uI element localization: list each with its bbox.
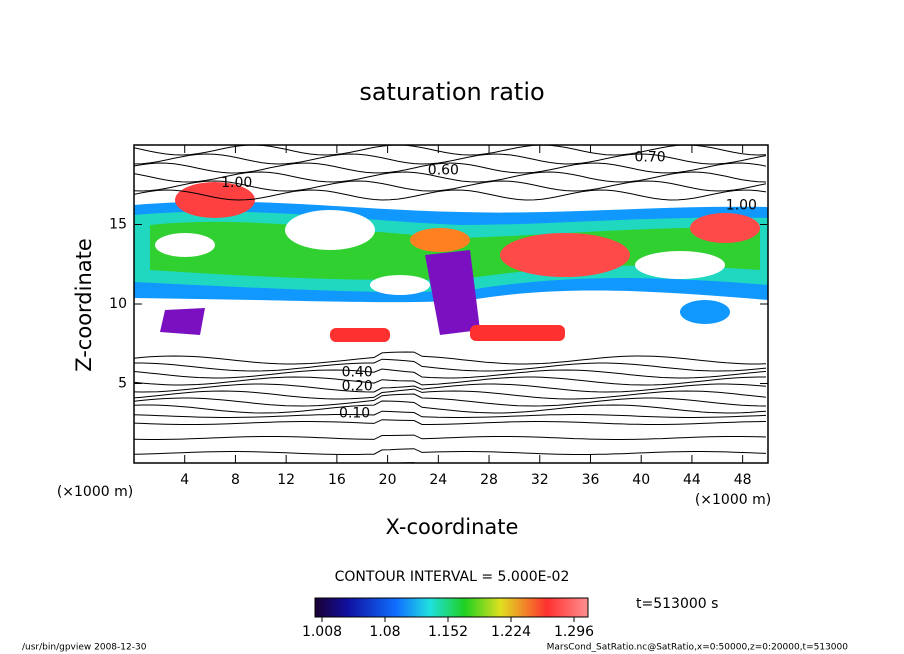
- y-tick-label: 5: [118, 376, 127, 392]
- x-tick-label: 24: [429, 472, 447, 488]
- colorbar-tick-label: 1.08: [369, 624, 400, 640]
- contour-line: [134, 171, 767, 183]
- gap: [285, 210, 375, 250]
- contour-line: [134, 162, 767, 174]
- contour-label: 1.00: [221, 175, 252, 191]
- contour-line: [134, 434, 767, 440]
- contour-label: 0.20: [342, 379, 373, 395]
- x-unit: (×1000 m): [695, 492, 771, 508]
- x-axis-label: X-coordinate: [386, 515, 519, 539]
- colorbar-tick-label: 1.008: [302, 624, 342, 640]
- blob: [175, 182, 255, 218]
- footer-left: /usr/bin/gpview 2008-12-30: [22, 643, 147, 653]
- contour-line: [134, 383, 767, 393]
- colorbar-tick-label: 1.296: [554, 624, 594, 640]
- time-label: t=513000 s: [636, 596, 718, 612]
- y-unit: (×1000 m): [57, 484, 133, 500]
- contour-line: [134, 180, 767, 192]
- contour-line: [134, 358, 767, 372]
- x-tick-label: 12: [277, 472, 295, 488]
- colorbar-tick-label: 1.224: [491, 624, 531, 640]
- contour-line: [134, 351, 767, 365]
- x-tick-label: 36: [582, 472, 600, 488]
- contour-line: [134, 376, 766, 386]
- blob: [330, 328, 390, 342]
- contour-line: [134, 388, 767, 400]
- contour-line: [134, 393, 767, 407]
- x-tick-label: 4: [180, 472, 189, 488]
- contour-label: 0.60: [428, 162, 459, 178]
- contour-interval: CONTOUR INTERVAL = 5.000E-02: [335, 569, 570, 585]
- blob: [680, 300, 730, 324]
- contour-line: [134, 410, 767, 418]
- colorbar-tick-label: 1.152: [428, 624, 468, 640]
- contour-line: [134, 448, 767, 455]
- contour-line: [134, 145, 767, 156]
- contour-lines: [134, 145, 767, 463]
- blob: [690, 213, 760, 243]
- x-tick-label: 28: [480, 472, 498, 488]
- blob: [410, 228, 470, 252]
- contour-line: [134, 189, 767, 201]
- x-tick-label: 20: [379, 472, 397, 488]
- contour-line: [134, 419, 767, 425]
- blob: [500, 233, 630, 277]
- field: [134, 145, 768, 463]
- colorbar: [314, 597, 589, 618]
- contour-line: [134, 400, 767, 414]
- contour-label: 0.40: [342, 364, 373, 380]
- y-tick-label: 15: [109, 217, 127, 233]
- contour-label: 1.00: [726, 197, 757, 213]
- x-tick-label: 8: [231, 472, 240, 488]
- footer-right: MarsCond_SatRatio.nc@SatRatio,x=0:50000,…: [547, 643, 849, 653]
- x-tick-label: 44: [683, 472, 701, 488]
- x-tick-label: 16: [328, 472, 346, 488]
- gap: [635, 251, 725, 279]
- x-tick-label: 40: [632, 472, 650, 488]
- contour-label: 0.10: [339, 406, 370, 422]
- blob: [160, 308, 205, 335]
- blob: [425, 250, 480, 335]
- contour-line: [134, 153, 767, 165]
- contour-line: [134, 368, 767, 379]
- x-tick-label: 32: [531, 472, 549, 488]
- gap: [370, 275, 430, 295]
- contour-label: 0.70: [634, 150, 665, 166]
- gap: [155, 233, 215, 257]
- chart-title: saturation ratio: [359, 78, 544, 106]
- y-axis-label: Z-coordinate: [72, 238, 96, 372]
- x-tick-label: 48: [734, 472, 752, 488]
- blob: [470, 325, 565, 341]
- y-tick-label: 10: [109, 296, 127, 312]
